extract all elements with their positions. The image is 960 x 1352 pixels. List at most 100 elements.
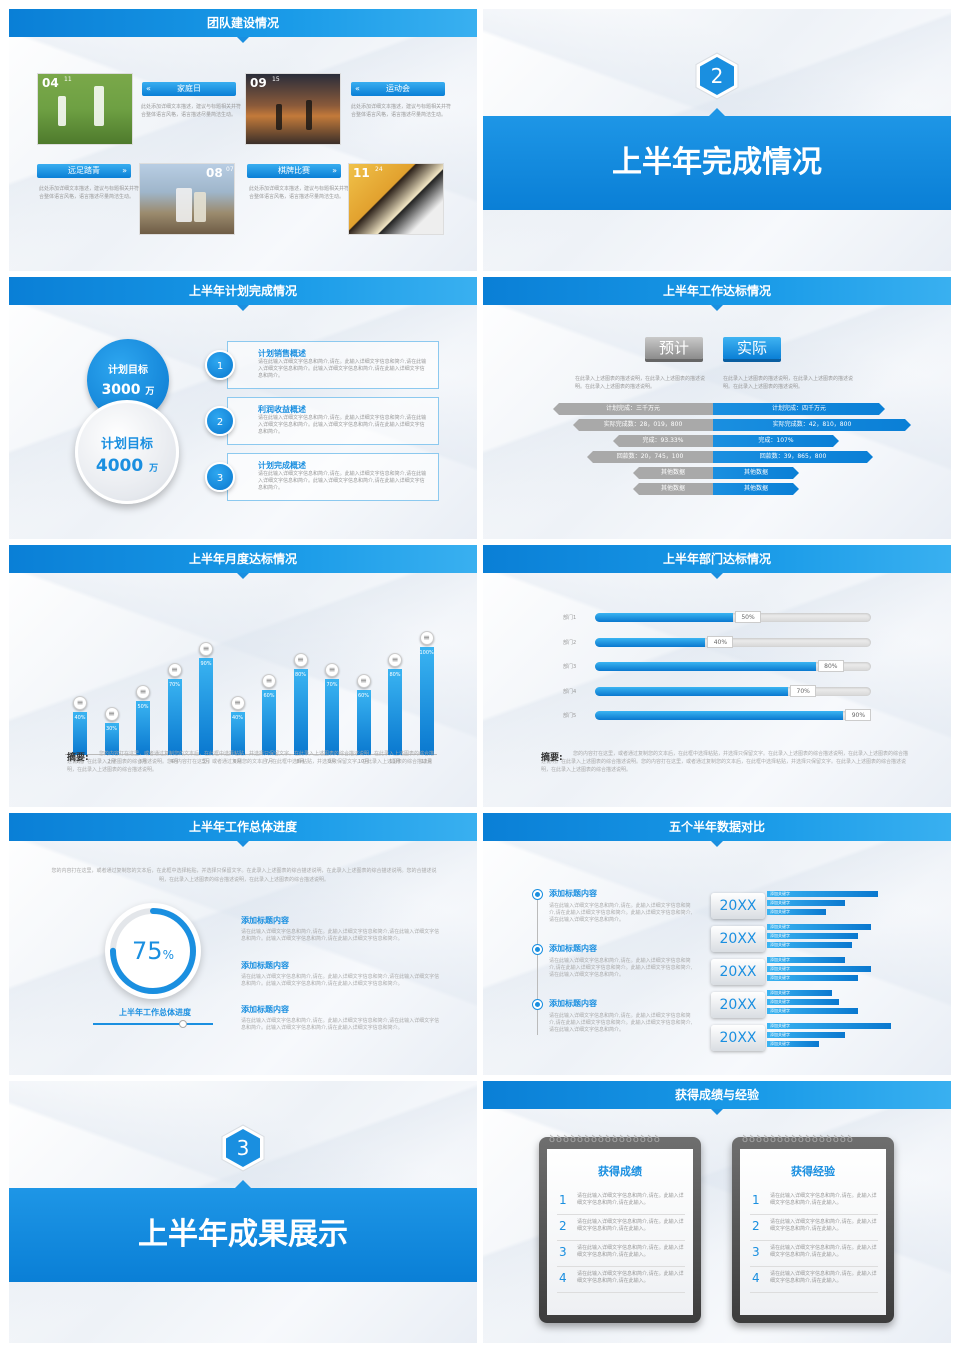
comparison-row: 实际完成数：28，019，800 实际完成数：42，810，800	[483, 419, 951, 431]
x-tick-label: 2月	[107, 759, 116, 765]
row-text: 请在此输入详细文字信息和简介,请在。此输入详细文字信息和简介,请在此输入。	[770, 1193, 877, 1206]
timeline-line	[537, 889, 538, 1035]
slide-five-halves: 五个半年数据对比 添加标题内容 请在此输入详细文字信息和简介,请在。此输入详细文…	[483, 813, 951, 1075]
bar: 添加关键字	[767, 1023, 891, 1029]
bar: 添加关键字	[767, 933, 858, 939]
bar-track: 90%	[595, 709, 872, 721]
section-number: 2	[710, 64, 724, 88]
bar: 添加关键字	[767, 891, 878, 897]
year-box: 20XX	[711, 992, 765, 1018]
slide-body: 您的内容打在这里，或者通过复制您的文本后，在此框中选择粘贴，并选择只保留文字。在…	[9, 841, 477, 1075]
item-title: 添加标题内容	[549, 944, 597, 953]
item-desc: 请在此输入详细文字信息和简介,请在。此输入详细文字信息和简介,请在此输入详细文字…	[241, 974, 440, 987]
item-title: 添加标题内容	[549, 999, 597, 1008]
y-tick-label: 部门5	[563, 713, 577, 719]
slide-body: 04 11 «家庭日 此处添加详细文本描述，建议与标题相关并符合整体语言风格，语…	[9, 37, 477, 271]
notepad-row: 2 请在此输入详细文字信息和简介,请在。此输入详细文字信息和简介,请在此输入。	[557, 1215, 685, 1241]
goal-label: 计划目标	[100, 437, 153, 452]
comparison-row: 其他数据 其他数据	[483, 483, 951, 495]
plan-item-3: 计划完成概述 请在此输入详细文字信息和简介,请在。此输入详细文字信息和简介,请在…	[227, 453, 439, 501]
bar-marker-icon	[388, 652, 402, 667]
x-tick-label: 10月	[357, 759, 370, 765]
bar-track: 80%	[595, 660, 871, 672]
bar-value-label: 40%	[231, 714, 244, 721]
slide-body: ꝺꝺꝺꝺꝺꝺꝺꝺꝺꝺꝺꝺꝺꝺꝺꝺ 获得成绩 1 请在此输入详细文字信息和简介,请在…	[483, 1109, 951, 1343]
bar-value-label: 70%	[790, 684, 817, 697]
tag-sports-meet: «运动会	[351, 82, 445, 96]
progress-ring: 75%	[105, 903, 201, 999]
notepad-row: 4 请在此输入详细文字信息和简介,请在。此输入详细文字信息和简介,请在此输入。	[750, 1267, 878, 1293]
x-tick-label: 9月	[327, 759, 337, 765]
notepad-paper: 获得经验 1 请在此输入详细文字信息和简介,请在。此输入详细文字信息和简介,请在此…	[740, 1149, 886, 1315]
item-title: 添加标题内容	[241, 1005, 289, 1014]
tag-label: 棋牌比赛	[278, 166, 310, 175]
plan-title: 利润收益概述	[258, 405, 306, 414]
section-title: 上半年完成情况	[483, 108, 951, 210]
comparison-row: 完成：93.33% 完成：107%	[483, 435, 951, 447]
photo-sports-meet: 09 15	[245, 73, 341, 145]
bar-value-label: 80%	[817, 660, 844, 672]
summary-text: 您的内容打在这里，或者通过复制您的文本后，在此框中选择粘贴，并选择只保留文字。在…	[541, 751, 909, 773]
row-number: 1	[559, 1193, 567, 1207]
tag-label: 家庭日	[177, 84, 201, 93]
progress-value-wrap: 75%	[105, 903, 201, 999]
slide-overall-progress: 上半年工作总体进度 您的内容打在这里，或者通过复制您的文本后，在此框中选择粘贴，…	[9, 813, 477, 1075]
slide-body: 计划目标 3000 万 计划目标 4000 万 计划销售概述 请在此输入详细文字…	[9, 305, 477, 539]
x-axis	[65, 754, 437, 755]
goal-value-wrap: 4000 万	[78, 456, 176, 476]
notepad-row: 3 请在此输入详细文字信息和简介,请在。此输入详细文字信息和简介,请在此输入。	[557, 1241, 685, 1267]
comparison-actual-bar: 回款数：39，865，800	[713, 451, 873, 463]
notepad-row: 4 请在此输入详细文字信息和简介,请在。此输入详细文字信息和简介,请在此输入。	[557, 1267, 685, 1293]
photo-number: 09	[250, 76, 267, 90]
bar	[595, 662, 816, 671]
plan-item-2: 利润收益概述 请在此输入详细文字信息和简介,请在。此输入详细文字信息和简介,请在…	[227, 397, 439, 445]
notepad-row: 3 请在此输入详细文字信息和简介,请在。此输入详细文字信息和简介,请在此输入。	[750, 1241, 878, 1267]
slide-body: 部门1 50% 部门2 40% 部门3 80% 部门4 70% 部门5 90% 您的内容打在这里，…	[483, 573, 951, 807]
bar: 添加关键字	[767, 966, 871, 972]
bar: 40%	[230, 711, 245, 755]
summary-text: 您的内容打在这里，或者通过复制您的文本后，在此框中选择粘贴，并选择只保留文字。在…	[67, 751, 435, 773]
bar: 60%	[356, 690, 371, 755]
slide-plan-completion: 上半年计划完成情况 计划目标 3000 万 计划目标 4000 万 计划销售概述…	[9, 277, 477, 539]
year-box: 20XX	[711, 959, 765, 985]
slide-title: 获得成绩与经验	[483, 1081, 951, 1115]
comparison-row: 计划完成：三千万元 计划完成：四千万元	[483, 403, 951, 415]
x-tick-label: 8月	[296, 759, 305, 765]
bar: 90%	[199, 657, 213, 755]
year-box: 20XX	[711, 1025, 765, 1051]
item-title: 添加标题内容	[241, 961, 289, 970]
bar: 40%	[73, 711, 87, 755]
timeline-dot	[533, 1000, 542, 1009]
comparison-actual-bar: 其他数据	[713, 483, 799, 495]
comparison-plan-bar: 实际完成数：28，019，800	[573, 419, 713, 431]
bar: 50%	[136, 701, 150, 755]
plan-item-1: 计划销售概述 请在此输入详细文字信息和简介,请在。此输入详细文字信息和简介,请在…	[227, 341, 439, 389]
comparison-plan-bar: 计划完成：三千万元	[553, 403, 713, 415]
bar	[595, 637, 706, 647]
row-text: 请在此输入详细文字信息和简介,请在。此输入详细文字信息和简介,请在此输入。	[770, 1271, 877, 1284]
slide-work-standard: 上半年工作达标情况 预计 实际 在此录入上述图表的描述说明，在此录入上述图表的描…	[483, 277, 951, 539]
comparison-actual-bar: 实际完成数：42，810，800	[713, 419, 911, 431]
section-title: 上半年成果展示	[9, 1180, 477, 1282]
bar: 添加关键字	[767, 975, 858, 981]
comparison-plan-bar: 完成：93.33%	[613, 435, 713, 447]
bar: 30%	[104, 722, 119, 755]
comparison-actual-bar: 其他数据	[713, 467, 799, 479]
bar-marker-icon	[230, 695, 245, 710]
goal-circle-large: 计划目标 4000 万	[75, 400, 179, 504]
x-tick-label: 3月	[138, 759, 148, 765]
item-desc: 请在此输入详细文字信息和简介,请在。此输入详细文字信息和简介,请在此输入详细文字…	[549, 958, 693, 978]
legend-actual-button: 实际	[723, 337, 781, 359]
photo-number: 11	[353, 166, 370, 180]
bar-value-label: 70%	[168, 682, 181, 689]
notepad-title: 获得经验	[791, 1165, 835, 1178]
bar-value-label: 100%	[419, 650, 434, 656]
photo-sub-number: 11	[64, 76, 72, 83]
tag-hiking: 远足踏青»	[37, 164, 131, 178]
row-number: 3	[559, 1245, 567, 1259]
notepad-row: 2 请在此输入详细文字信息和简介,请在。此输入详细文字信息和简介,请在此输入。	[750, 1215, 878, 1241]
plan-desc: 请在此输入详细文字信息和简介,请在。此输入详细文字信息和简介,请在此输入详细文字…	[258, 415, 427, 435]
row-text: 请在此输入详细文字信息和简介,请在。此输入详细文字信息和简介,请在此输入。	[577, 1271, 684, 1284]
bar-track: 40%	[595, 635, 871, 648]
photo-sub-number: 15	[272, 76, 280, 83]
